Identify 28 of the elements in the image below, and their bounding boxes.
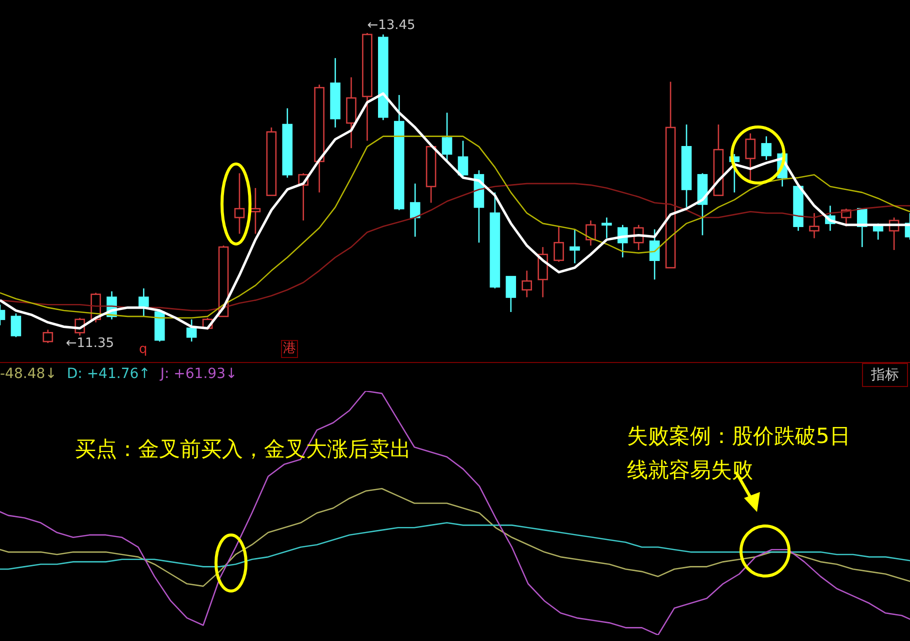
candlestick xyxy=(250,187,261,234)
candlestick xyxy=(234,172,245,234)
candlestick xyxy=(745,132,756,182)
text: 指标 xyxy=(862,363,908,387)
candlestick xyxy=(506,276,516,313)
annotation: 港 xyxy=(281,340,298,358)
candlestick xyxy=(761,136,772,161)
annotation: q xyxy=(138,342,148,358)
candlestick xyxy=(42,329,54,344)
candlestick xyxy=(602,216,612,239)
annotation: ←11.35 xyxy=(66,336,114,351)
candlestick xyxy=(186,318,197,342)
candlestick xyxy=(570,228,580,264)
candlestick xyxy=(649,228,660,280)
candlestick xyxy=(586,220,596,246)
candlestick xyxy=(554,226,564,262)
text: J: +61.93↓ xyxy=(160,366,238,382)
candlestick xyxy=(442,112,452,162)
candlestick xyxy=(458,140,468,178)
candlestick xyxy=(809,212,820,239)
candlestick xyxy=(522,270,532,298)
candlestick xyxy=(138,288,149,318)
text: -48.48↓ xyxy=(0,366,57,382)
annotation: 买点：金叉前买入，金叉大涨后卖出 xyxy=(75,436,411,463)
annotation: ←13.45 xyxy=(367,18,416,33)
candlestick xyxy=(10,312,22,338)
text: D: +41.76↑ xyxy=(66,366,150,382)
candlestick xyxy=(410,182,420,238)
